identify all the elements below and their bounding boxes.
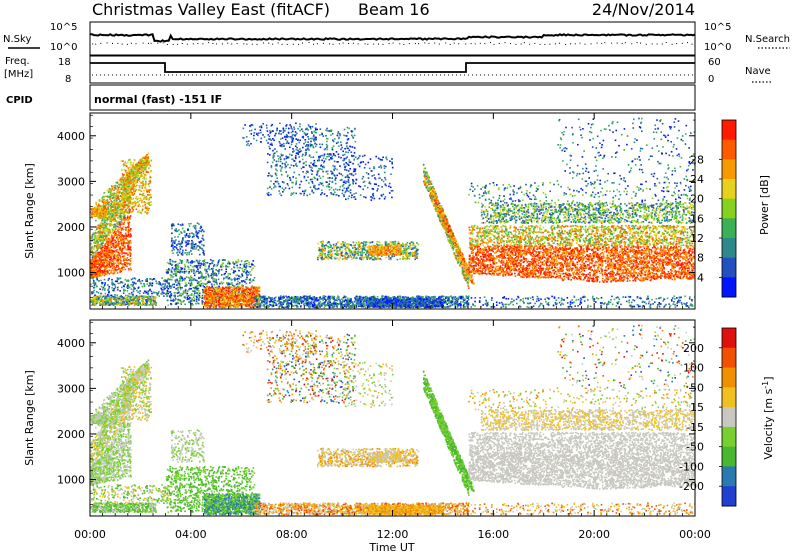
- date-label: 24/Nov/2014: [592, 0, 695, 19]
- y-tick-label: 4000: [57, 337, 85, 350]
- y-tick-label: 1000: [57, 267, 85, 280]
- beam-label: Beam 16: [358, 0, 430, 19]
- x-axis-label: Time UT: [368, 541, 414, 554]
- nsearch-label: N.Search: [745, 34, 790, 45]
- noise-tick-top-right: 10^5: [704, 22, 731, 33]
- cpid-panel: [89, 84, 696, 111]
- colorbar-segment: [722, 277, 736, 298]
- y-tick-label: 2000: [57, 428, 85, 441]
- power-ylabel: Slant Range [km]: [23, 163, 36, 259]
- power-colorbar-label: Power [dB]: [758, 175, 771, 235]
- x-tick-label: 16:00: [477, 528, 509, 541]
- cpid-label: CPID: [6, 95, 33, 106]
- velocity-ylabel: Slant Range [km]: [23, 370, 36, 466]
- power-heatmap: [90, 117, 695, 309]
- colorbar-tick-label: 24: [690, 173, 704, 186]
- figure-title: Christmas Valley East (fitACF): [92, 0, 330, 19]
- y-tick-label: 2000: [57, 221, 85, 234]
- colorbar-tick-label: 8: [697, 252, 704, 265]
- colorbar-tick-label: 50: [690, 381, 704, 394]
- y-tick-label: 3000: [57, 175, 85, 188]
- colorbar-segment: [722, 257, 736, 278]
- x-tick-label: 20:00: [578, 528, 610, 541]
- colorbar-segment: [722, 367, 736, 388]
- colorbar-segment: [722, 139, 736, 160]
- freq-label-1: Freq.: [5, 56, 30, 67]
- velocity-y-ticks: 1000 2000 3000 4000: [57, 321, 695, 517]
- colorbar-tick-label: -100: [679, 460, 704, 473]
- freq-label-2: [MHz]: [4, 69, 33, 80]
- colorbar-tick-label: 100: [683, 362, 704, 375]
- colorbar-segment: [722, 120, 736, 141]
- colorbar-segment: [722, 387, 736, 408]
- colorbar-segment: [722, 347, 736, 369]
- nsky-label: N.Sky: [3, 34, 31, 45]
- colorbar-tick-label: -15: [686, 421, 704, 434]
- colorbar-segment: [722, 407, 736, 428]
- colorbar-tick-label: 15: [690, 401, 704, 414]
- colorbar-segment: [722, 328, 736, 349]
- nave-tick-top: 60: [708, 57, 721, 68]
- x-tick-label: 04:00: [175, 528, 207, 541]
- freq-tick-top: 18: [58, 57, 71, 68]
- colorbar-segment: [722, 198, 736, 219]
- colorbar-tick-label: 12: [690, 232, 704, 245]
- x-tick-label: 08:00: [276, 528, 308, 541]
- colorbar-tick-label: 4: [697, 271, 704, 284]
- velocity-x-ticks: [89, 320, 696, 516]
- freq-panel: Freq. [MHz] 18 8 60 0 Nave: [4, 55, 772, 85]
- x-tick-label: 00:00: [74, 528, 106, 541]
- colorbar-tick-label: -50: [686, 441, 704, 454]
- colorbar-tick-label: 16: [690, 212, 704, 225]
- colorbar-tick-label: 20: [690, 193, 704, 206]
- noise-panel: N.Sky 10^5 10^0 10^5 10^0 N.Search: [3, 21, 790, 56]
- noise-tick-bottom-left: 10^0: [50, 42, 77, 53]
- cpid-mode: normal (fast) -151 IF: [94, 93, 222, 106]
- colorbar-segment: [722, 238, 736, 259]
- colorbar-segment: [722, 179, 736, 200]
- colorbar-segment: [722, 426, 736, 448]
- colorbar-tick-label: 200: [683, 342, 704, 355]
- time-axis-labels: 00:00 04:00 08:00 12:00 16:00 20:00 00:00: [74, 528, 711, 541]
- colorbar-segment: [722, 466, 736, 487]
- noise-tick-top-left: 10^5: [50, 22, 77, 33]
- power-x-ticks: [89, 113, 696, 309]
- y-tick-label: 3000: [57, 382, 85, 395]
- nave-tick-bottom: 0: [708, 74, 714, 85]
- power-panel: 1000 2000 3000 4000 Slant Range [km]: [23, 112, 696, 310]
- y-tick-label: 1000: [57, 474, 85, 487]
- y-tick-label: 4000: [57, 130, 85, 143]
- noise-tick-bottom-right: 10^0: [704, 42, 731, 53]
- velocity-colorbar: 200 100 50 15 -15 -50 -100 -200 Velocity [m s-1…: [679, 327, 775, 507]
- colorbar-tick-label: -200: [679, 480, 704, 493]
- freq-series: [90, 62, 695, 73]
- power-y-ticks: 1000 2000 3000 4000: [57, 114, 695, 310]
- colorbar-segment: [722, 486, 736, 507]
- colorbar-segment: [722, 159, 736, 180]
- colorbar-segment: [722, 446, 736, 467]
- x-tick-label: 12:00: [377, 528, 409, 541]
- colorbar-tick-label: 28: [690, 153, 704, 166]
- colorbar-segment: [722, 218, 736, 239]
- nsky-series: [90, 33, 696, 43]
- x-tick-label: 00:00: [679, 528, 711, 541]
- velocity-colorbar-label: Velocity [m s-1]: [761, 376, 775, 459]
- velocity-heatmap: [90, 324, 695, 516]
- freq-tick-bottom: 8: [65, 74, 71, 85]
- nave-label: Nave: [745, 66, 771, 77]
- power-colorbar: 4 8 12 16 20 24 28 Power [dB]: [690, 119, 771, 298]
